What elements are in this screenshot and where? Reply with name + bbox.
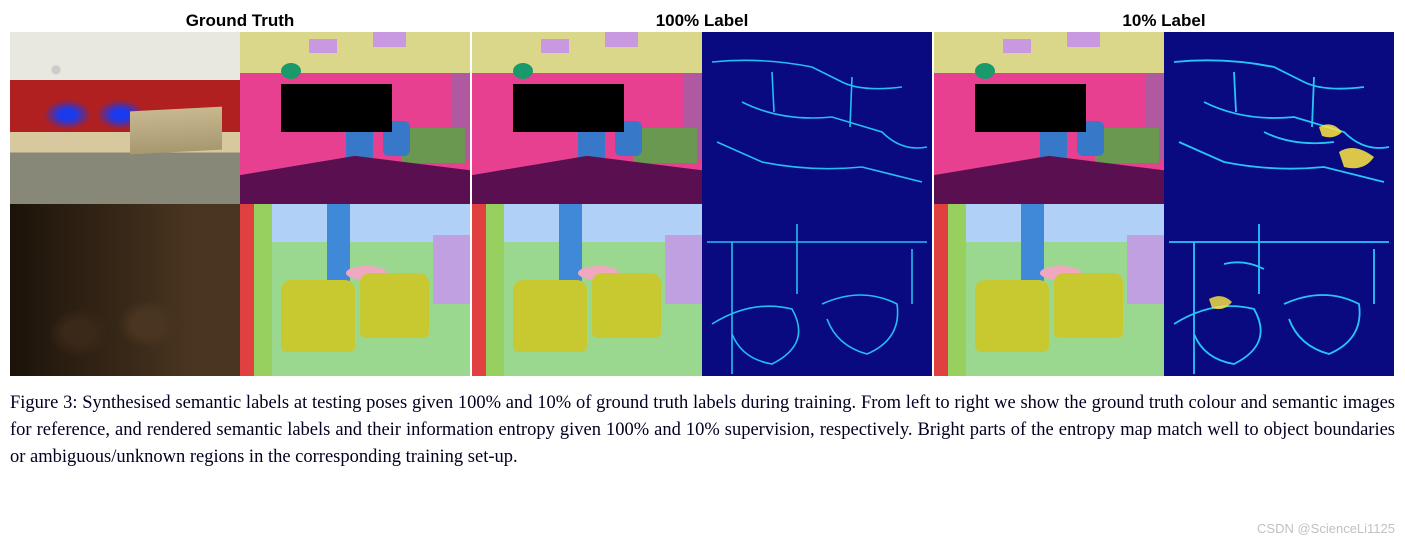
seg2-window (433, 235, 470, 304)
gt-row-2 (10, 204, 470, 376)
seg-chair-2 (615, 121, 643, 155)
seg-clock (975, 63, 995, 79)
column-100-label: 100% Label (472, 10, 932, 376)
entropy-living-10 (1164, 204, 1394, 376)
seg2-wall2 (240, 204, 254, 376)
seg-ceiling-light-2 (605, 32, 637, 47)
photo-living (10, 204, 240, 376)
seg2-wall2 (472, 204, 486, 376)
l10-row-2 (934, 204, 1394, 376)
seg-table (401, 128, 465, 162)
column-10-label: 10% Label (934, 10, 1394, 376)
gt-row-1 (10, 32, 470, 204)
seg-ceiling-light-1 (541, 39, 569, 53)
seg2-sofa-2 (592, 273, 661, 338)
seg-office-10 (934, 32, 1164, 204)
entropy-office-100 (702, 32, 932, 204)
header-10-label: 10% Label (934, 10, 1394, 32)
seg2-window (665, 235, 702, 304)
seg2-sofa-2 (1054, 273, 1123, 338)
caption-body: Synthesised semantic labels at testing p… (10, 393, 1395, 467)
seg-ceiling-light-2 (373, 32, 405, 47)
seg-clock (513, 63, 533, 79)
l100-row-1 (472, 32, 932, 204)
caption-prefix: Figure 3: (10, 393, 77, 413)
seg-table (633, 128, 697, 162)
figure-caption: Figure 3: Synthesised semantic labels at… (10, 390, 1395, 470)
header-100-label: 100% Label (472, 10, 932, 32)
seg-chair-1 (578, 127, 606, 161)
seg-chair-2 (1077, 121, 1105, 155)
figure-grid: Ground Truth (10, 10, 1395, 376)
seg2-sofa-1 (975, 280, 1049, 352)
seg-ceiling-light-1 (309, 39, 337, 53)
seg-table (1095, 128, 1159, 162)
seg2-sofa-1 (513, 280, 587, 352)
header-ground-truth: Ground Truth (10, 10, 470, 32)
seg-floor (934, 156, 1164, 204)
watermark: CSDN @ScienceLi1125 (1257, 521, 1395, 536)
l100-row-2 (472, 204, 932, 376)
seg-ceiling-light-1 (1003, 39, 1031, 53)
seg-living-gt (240, 204, 470, 376)
entropy-office-10 (1164, 32, 1394, 204)
l10-row-1 (934, 32, 1394, 204)
seg-floor (472, 156, 702, 204)
seg-office-gt (240, 32, 470, 204)
seg2-wall2 (934, 204, 948, 376)
seg2-sofa-2 (360, 273, 429, 338)
seg-ceiling-light-2 (1067, 32, 1099, 47)
photo-office (10, 32, 240, 204)
entropy-living-100 (702, 204, 932, 376)
seg-living-10 (934, 204, 1164, 376)
seg-office-100 (472, 32, 702, 204)
seg-clock (281, 63, 301, 79)
seg2-window (1127, 235, 1164, 304)
column-ground-truth: Ground Truth (10, 10, 470, 376)
seg-chair-1 (346, 127, 374, 161)
seg-chair-1 (1040, 127, 1068, 161)
seg-chair-2 (383, 121, 411, 155)
seg-living-100 (472, 204, 702, 376)
seg-floor (240, 156, 470, 204)
seg2-sofa-1 (281, 280, 355, 352)
